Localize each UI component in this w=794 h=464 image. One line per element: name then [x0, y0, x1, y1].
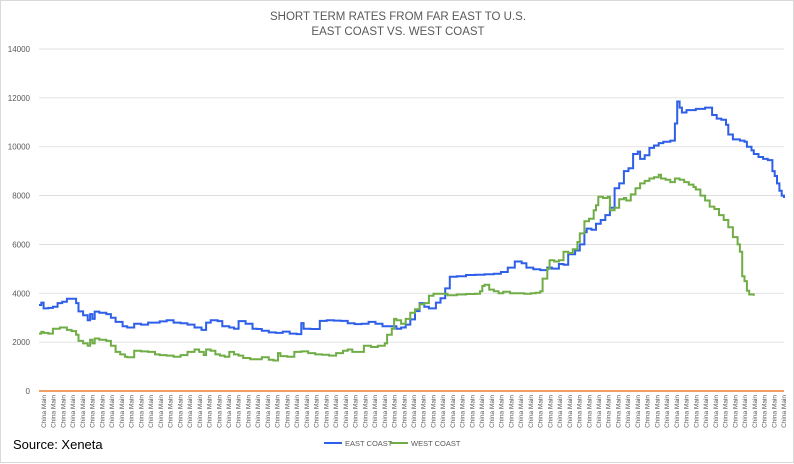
x-tick-label: China Main [781, 395, 788, 428]
x-tick-label: China Main [80, 395, 87, 428]
x-tick-label: China Main [197, 395, 204, 428]
x-tick-label: China Main [771, 395, 778, 428]
y-tick-label: 12000 [8, 94, 31, 103]
gridlines [39, 48, 784, 343]
x-tick-label: China Main [129, 395, 136, 428]
x-tick-label: China Main [645, 395, 652, 428]
x-tick-label: China Main [440, 395, 447, 428]
x-tick-label: China Main [615, 395, 622, 428]
y-tick-label: 14000 [8, 45, 31, 54]
x-tick-label: China Main [109, 395, 116, 428]
series-lines [39, 100, 785, 392]
x-tick-label: China Main [362, 395, 369, 428]
x-tick-label: China Main [294, 395, 301, 428]
x-tick-label: China Main [421, 395, 428, 428]
source-note: Source: Xeneta [13, 437, 103, 452]
x-tick-label: China Main [51, 395, 58, 428]
x-tick-label: China Main [567, 395, 574, 428]
x-tick-label: China Main [148, 395, 155, 428]
legend-west-coast-label: WEST COAST [411, 439, 461, 448]
x-tick-label: China Main [304, 395, 311, 428]
x-tick-label: China Main [236, 395, 243, 428]
x-tick-label: China Main [168, 395, 175, 428]
x-tick-label: China Main [723, 395, 730, 428]
x-tick-label: China Main [99, 395, 106, 428]
y-axis-ticks: 0 2000 4000 6000 8000 10000 12000 14000 [8, 45, 31, 396]
x-tick-label: China Main [460, 395, 467, 428]
x-tick-label: China Main [60, 395, 67, 428]
x-tick-label: China Main [469, 395, 476, 428]
x-tick-label: China Main [538, 395, 545, 428]
x-tick-label: China Main [508, 395, 515, 428]
x-tick-label: China Main [547, 395, 554, 428]
x-tick-label: China Main [353, 395, 360, 428]
x-tick-label: China Main [557, 395, 564, 428]
x-tick-label: China Main [284, 395, 291, 428]
x-tick-label: China Main [255, 395, 262, 428]
y-tick-label: 6000 [12, 240, 30, 249]
x-tick-label: China Main [372, 395, 379, 428]
x-tick-label: China Main [489, 395, 496, 428]
x-tick-label: China Main [430, 395, 437, 428]
y-tick-label: 8000 [12, 192, 30, 201]
x-tick-label: China Main [138, 395, 145, 428]
x-tick-label: China Main [713, 395, 720, 428]
x-tick-label: China Main [684, 395, 691, 428]
x-tick-label: China Main [323, 395, 330, 428]
x-tick-label: China Main [245, 395, 252, 428]
x-tick-label: China Main [265, 395, 272, 428]
x-tick-label: China Main [158, 395, 165, 428]
x-axis-ticks: China Main China Main China Main China Main… [41, 395, 788, 428]
x-tick-label: China Main [528, 395, 535, 428]
x-tick-label: China Main [479, 395, 486, 428]
x-tick-label: China Main [392, 395, 399, 428]
x-tick-label: China Main [674, 395, 681, 428]
x-tick-label: China Main [187, 395, 194, 428]
chart-title-line-2: EAST COAST VS. WEST COAST [311, 26, 484, 38]
x-tick-label: China Main [654, 395, 661, 428]
x-tick-label: China Main [732, 395, 739, 428]
x-tick-label: China Main [586, 395, 593, 428]
y-tick-label: 4000 [12, 289, 30, 298]
x-tick-label: China Main [314, 395, 321, 428]
x-tick-label: China Main [606, 395, 613, 428]
x-tick-label: China Main [703, 395, 710, 428]
x-tick-label: China Main [664, 395, 671, 428]
chart-title-line-1: SHORT TERM RATES FROM FAR EAST TO U.S. [270, 11, 526, 23]
x-tick-label: China Main [518, 395, 525, 428]
x-tick-label: China Main [177, 395, 184, 428]
legend-east-coast-label: EAST COAST [345, 439, 393, 448]
x-tick-label: China Main [216, 395, 223, 428]
x-tick-label: China Main [596, 395, 603, 428]
legend: EAST COAST WEST COAST [324, 439, 461, 448]
west-coast-series-line [39, 173, 755, 362]
x-tick-label: China Main [742, 395, 749, 428]
x-tick-label: China Main [226, 395, 233, 428]
x-tick-label: China Main [635, 395, 642, 428]
x-tick-label: China Main [411, 395, 418, 428]
x-tick-label: China Main [499, 395, 506, 428]
x-tick-label: China Main [577, 395, 584, 428]
x-tick-label: China Main [450, 395, 457, 428]
x-tick-label: China Main [207, 395, 214, 428]
x-tick-label: China Main [625, 395, 632, 428]
x-tick-label: China Main [762, 395, 769, 428]
x-tick-label: China Main [693, 395, 700, 428]
x-tick-label: China Main [401, 395, 408, 428]
x-tick-label: China Main [275, 395, 282, 428]
x-tick-label: China Main [41, 395, 48, 428]
y-tick-label: 2000 [12, 338, 30, 347]
y-tick-label: 10000 [8, 143, 31, 152]
x-tick-label: China Main [70, 395, 77, 428]
east-coast-series-line [39, 100, 785, 336]
y-tick-label: 0 [26, 387, 31, 396]
x-tick-label: China Main [382, 395, 389, 428]
x-tick-label: China Main [752, 395, 759, 428]
x-tick-label: China Main [119, 395, 126, 428]
x-tick-label: China Main [343, 395, 350, 428]
x-tick-label: China Main [90, 395, 97, 428]
x-tick-label: China Main [333, 395, 340, 428]
